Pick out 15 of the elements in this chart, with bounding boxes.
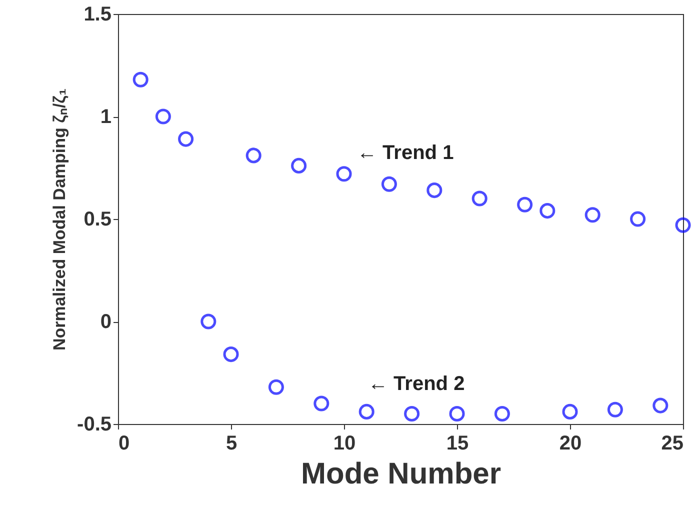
x-tick-label: 5 (226, 432, 238, 454)
y-axis-title: Normalized Modal Damping ζₙ/ζ₁ (50, 88, 70, 351)
x-tick-label: 10 (333, 432, 356, 454)
x-tick-label: 25 (661, 432, 684, 454)
annotation: ← Trend 1 (357, 142, 454, 164)
y-tick-label: 0 (100, 311, 112, 333)
y-tick-label: 1.5 (84, 4, 112, 26)
x-tick-label: 0 (118, 432, 130, 454)
x-axis-title: Mode Number (300, 458, 502, 490)
x-tick-label: 20 (559, 432, 582, 454)
x-tick-label: 15 (446, 432, 469, 454)
y-tick-label: -0.5 (77, 414, 112, 436)
annotation: ← Trend 2 (368, 373, 465, 395)
y-tick-label: 0.5 (84, 208, 112, 230)
y-tick-label: 1 (100, 106, 112, 128)
